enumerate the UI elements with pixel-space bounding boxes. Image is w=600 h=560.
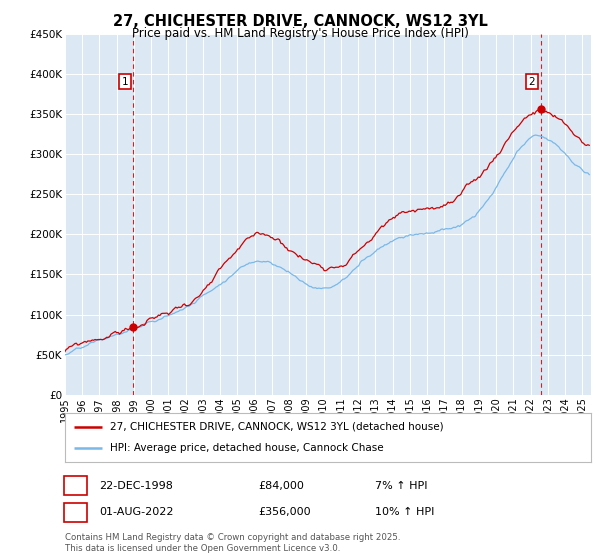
Text: 7% ↑ HPI: 7% ↑ HPI — [375, 480, 427, 491]
Text: 2: 2 — [72, 507, 79, 517]
Text: HPI: Average price, detached house, Cannock Chase: HPI: Average price, detached house, Cann… — [110, 443, 383, 453]
Text: 1: 1 — [121, 77, 128, 87]
Text: 27, CHICHESTER DRIVE, CANNOCK, WS12 3YL: 27, CHICHESTER DRIVE, CANNOCK, WS12 3YL — [113, 14, 487, 29]
Text: 1: 1 — [72, 480, 79, 491]
Text: £84,000: £84,000 — [258, 480, 304, 491]
Text: Contains HM Land Registry data © Crown copyright and database right 2025.
This d: Contains HM Land Registry data © Crown c… — [65, 533, 400, 553]
Text: 22-DEC-1998: 22-DEC-1998 — [99, 480, 173, 491]
Text: 10% ↑ HPI: 10% ↑ HPI — [375, 507, 434, 517]
Text: Price paid vs. HM Land Registry's House Price Index (HPI): Price paid vs. HM Land Registry's House … — [131, 27, 469, 40]
Text: 27, CHICHESTER DRIVE, CANNOCK, WS12 3YL (detached house): 27, CHICHESTER DRIVE, CANNOCK, WS12 3YL … — [110, 422, 443, 432]
Text: £356,000: £356,000 — [258, 507, 311, 517]
Text: 01-AUG-2022: 01-AUG-2022 — [99, 507, 173, 517]
Text: 2: 2 — [529, 77, 535, 87]
